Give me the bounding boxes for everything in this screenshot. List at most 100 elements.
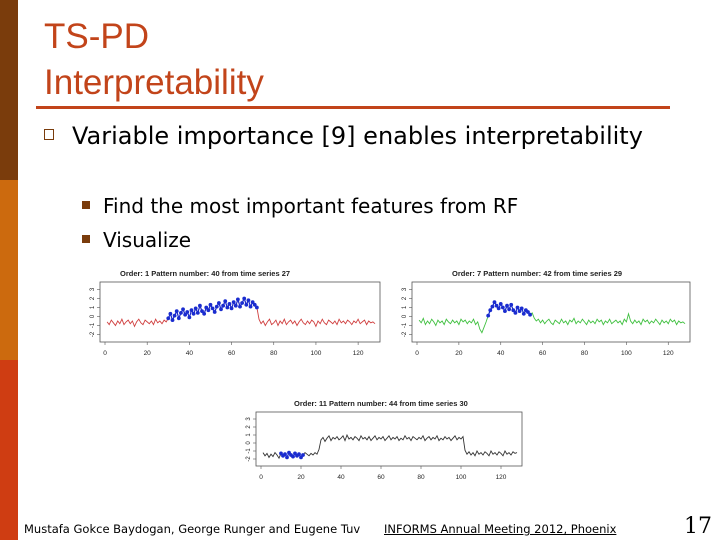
pattern-point xyxy=(513,311,518,315)
chart-title: Order: 7 Pattern number: 42 from time se… xyxy=(452,269,622,278)
side-bar-middle xyxy=(0,180,18,360)
y-tick-label: 3 xyxy=(90,287,96,291)
y-tick-label: -1 xyxy=(402,322,408,328)
y-tick-label: 3 xyxy=(246,417,252,421)
pattern-point xyxy=(206,308,211,313)
pattern-point xyxy=(500,305,505,310)
pattern-point xyxy=(496,306,501,311)
pattern-point xyxy=(244,302,249,307)
pattern-point xyxy=(181,307,185,312)
x-tick-label: 80 xyxy=(581,350,589,357)
x-tick-label: 20 xyxy=(455,350,463,357)
y-tick-label: 0 xyxy=(402,314,408,318)
y-tick-label: 3 xyxy=(402,287,408,291)
y-tick-label: 1 xyxy=(90,305,96,309)
pattern-point xyxy=(488,308,493,313)
pattern-point xyxy=(233,303,238,308)
pattern-point xyxy=(208,302,213,307)
pattern-point xyxy=(498,302,503,306)
main-bullet: Variable importance [9] enables interpre… xyxy=(44,120,664,152)
pattern-point xyxy=(528,312,532,317)
x-tick-label: 120 xyxy=(663,350,674,357)
x-tick-label: 100 xyxy=(621,350,632,357)
pattern-point xyxy=(174,309,179,313)
title-line-1: TS-PD xyxy=(44,17,149,56)
footer-conference-link[interactable]: INFORMS Annual Meeting 2012, Phoenix xyxy=(384,522,617,536)
side-bar-bottom xyxy=(0,360,18,540)
pattern-plot-2: Order: 7 Pattern number: 42 from time se… xyxy=(390,262,702,372)
x-tick-label: 60 xyxy=(228,350,236,357)
pattern-point xyxy=(227,302,232,306)
pattern-point xyxy=(166,316,171,321)
pattern-point xyxy=(494,303,499,308)
pattern-point xyxy=(517,309,522,313)
page-number: 17 xyxy=(684,514,712,539)
x-tick-label: 120 xyxy=(496,474,507,481)
y-tick-label: -1 xyxy=(90,322,96,328)
pattern-point xyxy=(193,306,198,311)
y-tick-label: 1 xyxy=(402,305,408,309)
title-underline xyxy=(36,106,670,109)
x-tick-label: 120 xyxy=(353,350,364,357)
sub-bullet-2: Visualize xyxy=(82,226,662,254)
pattern-point xyxy=(210,306,215,311)
x-tick-label: 100 xyxy=(311,350,322,357)
pattern-point xyxy=(503,309,507,313)
pattern-point xyxy=(301,453,305,457)
pattern-point xyxy=(221,303,226,308)
x-tick-label: 0 xyxy=(259,474,263,481)
pattern-point xyxy=(283,452,287,457)
sub-bullet-1: Find the most important features from RF xyxy=(82,192,662,220)
pattern-point xyxy=(250,300,255,304)
y-tick-label: 2 xyxy=(402,296,408,300)
y-tick-label: 1 xyxy=(246,433,252,437)
pattern-point xyxy=(168,311,173,316)
pattern-plot-1-svg: Order: 1 Pattern number: 40 from time se… xyxy=(90,269,381,357)
pattern-point xyxy=(297,452,301,457)
y-tick-label: -1 xyxy=(246,448,252,454)
y-tick-label: -2 xyxy=(90,331,96,337)
x-tick-label: 60 xyxy=(377,474,385,481)
pattern-point xyxy=(254,305,259,310)
y-tick-label: 0 xyxy=(90,314,96,318)
pattern-point xyxy=(172,313,177,318)
pattern-point xyxy=(505,303,509,308)
main-bullet-text: Variable importance [9] enables interpre… xyxy=(72,122,643,150)
pattern-plot-2-svg: Order: 7 Pattern number: 42 from time se… xyxy=(402,269,691,357)
pattern-point xyxy=(212,310,217,314)
y-tick-label: -2 xyxy=(402,331,408,337)
pattern-point xyxy=(486,313,491,318)
plot-frame xyxy=(411,281,691,343)
pattern-point xyxy=(519,306,524,311)
pattern-point xyxy=(515,305,520,310)
pattern-point xyxy=(217,301,221,305)
pattern-plot-1: Order: 1 Pattern number: 40 from time se… xyxy=(70,262,390,372)
sub-bullet-1-text: Find the most important features from RF xyxy=(103,194,519,218)
pattern-point xyxy=(185,310,190,314)
title-line-2: Interpretability xyxy=(44,63,264,102)
pattern-point xyxy=(200,309,204,313)
series-line xyxy=(262,433,518,460)
y-tick-label: 2 xyxy=(90,296,96,300)
pattern-point xyxy=(176,316,181,321)
plot-frame xyxy=(255,411,523,467)
pattern-point xyxy=(291,454,295,459)
plot-frame xyxy=(99,281,381,343)
x-tick-label: 40 xyxy=(337,474,345,481)
x-tick-label: 0 xyxy=(103,350,107,357)
pattern-point xyxy=(509,302,514,307)
x-tick-label: 20 xyxy=(144,350,152,357)
pattern-point xyxy=(238,304,242,309)
pattern-point xyxy=(242,296,247,301)
x-tick-label: 80 xyxy=(417,474,425,481)
pattern-point xyxy=(240,301,245,305)
side-accent-bar xyxy=(0,0,18,540)
pattern-point xyxy=(179,311,183,315)
filled-square-bullet-icon xyxy=(82,235,90,243)
footer-author: Mustafa Gokce Baydogan, George Runger an… xyxy=(24,522,361,536)
x-tick-label: 80 xyxy=(270,350,278,357)
y-tick-label: -2 xyxy=(246,456,252,462)
pattern-plot-3-svg: Order: 11 Pattern number: 44 from time s… xyxy=(246,399,523,481)
x-tick-label: 20 xyxy=(297,474,305,481)
pattern-point xyxy=(202,311,207,316)
